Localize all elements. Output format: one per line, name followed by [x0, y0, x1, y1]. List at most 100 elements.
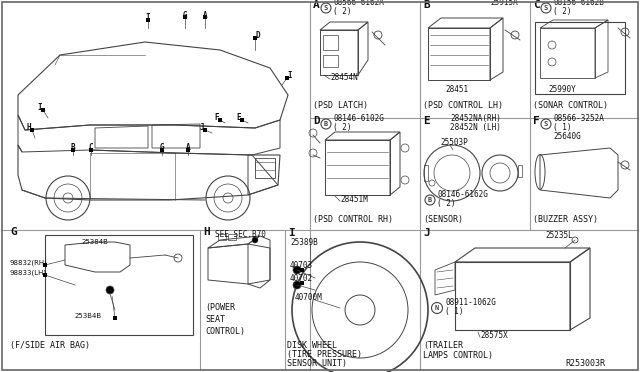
- Bar: [30, 128, 34, 132]
- Bar: [71, 148, 75, 152]
- Text: 28575X: 28575X: [480, 331, 508, 340]
- Text: LAMPS CONTROL): LAMPS CONTROL): [423, 351, 493, 360]
- Text: 25990Y: 25990Y: [548, 85, 576, 94]
- Bar: [183, 15, 187, 19]
- Text: 25384B: 25384B: [81, 239, 108, 245]
- Text: ( 2): ( 2): [333, 7, 351, 16]
- Circle shape: [541, 3, 551, 13]
- Bar: [44, 263, 47, 267]
- Text: (BUZZER ASSY): (BUZZER ASSY): [533, 215, 598, 224]
- Bar: [218, 118, 221, 122]
- Bar: [253, 36, 257, 40]
- Circle shape: [106, 286, 114, 294]
- Bar: [44, 273, 47, 277]
- Text: 08911-1062G: 08911-1062G: [445, 298, 496, 307]
- Text: (SONAR CONTROL): (SONAR CONTROL): [533, 101, 608, 110]
- Circle shape: [431, 302, 442, 314]
- Text: (SENSOR): (SENSOR): [423, 215, 463, 224]
- Circle shape: [252, 237, 258, 243]
- Text: 98832(RH): 98832(RH): [10, 260, 48, 266]
- Text: 25640G: 25640G: [553, 132, 580, 141]
- Bar: [320, 30, 358, 75]
- Text: 25915A: 25915A: [490, 0, 518, 7]
- Text: C: C: [89, 144, 93, 153]
- Circle shape: [425, 195, 435, 205]
- Bar: [323, 35, 338, 50]
- Bar: [41, 108, 45, 112]
- Bar: [535, 22, 625, 94]
- Text: 98833(LH): 98833(LH): [10, 270, 47, 276]
- Bar: [255, 162, 275, 170]
- Text: H: H: [27, 124, 31, 132]
- Text: N: N: [435, 305, 439, 311]
- Text: SENSOR UNIT): SENSOR UNIT): [287, 359, 347, 368]
- Text: 25235L: 25235L: [545, 231, 573, 240]
- Text: I: I: [288, 228, 295, 238]
- Text: (F/SIDE AIR BAG): (F/SIDE AIR BAG): [10, 341, 90, 350]
- Text: 40700M: 40700M: [295, 293, 323, 302]
- Circle shape: [541, 119, 551, 129]
- Bar: [89, 148, 93, 152]
- Text: SEE SEC.B70: SEE SEC.B70: [215, 230, 266, 239]
- Text: (PSD LATCH): (PSD LATCH): [313, 101, 368, 110]
- Text: 08146-6102G: 08146-6102G: [333, 114, 384, 123]
- Text: I: I: [38, 103, 42, 112]
- Bar: [285, 76, 289, 80]
- Text: A: A: [313, 0, 320, 10]
- Text: E: E: [423, 116, 429, 126]
- Text: (TIRE PRESSURE): (TIRE PRESSURE): [287, 350, 362, 359]
- Text: (PSD CONTROL RH): (PSD CONTROL RH): [313, 215, 393, 224]
- Text: S: S: [324, 5, 328, 11]
- Text: 40702: 40702: [290, 274, 313, 283]
- Text: 28451: 28451: [445, 85, 468, 94]
- Text: S: S: [544, 121, 548, 127]
- Text: D: D: [313, 116, 320, 126]
- Bar: [113, 316, 116, 320]
- Bar: [255, 158, 275, 178]
- Text: I: I: [288, 71, 292, 80]
- Text: A: A: [186, 144, 190, 153]
- Text: 253B4B: 253B4B: [75, 313, 102, 319]
- Text: J: J: [200, 124, 204, 132]
- Text: I: I: [146, 13, 150, 22]
- Text: SEAT: SEAT: [205, 315, 225, 324]
- Text: A: A: [203, 10, 207, 19]
- Text: 28452N (LH): 28452N (LH): [450, 123, 501, 132]
- Text: F: F: [214, 113, 220, 122]
- Bar: [147, 18, 150, 22]
- Bar: [323, 55, 338, 67]
- Text: 28451M: 28451M: [340, 195, 368, 204]
- Text: 25503P: 25503P: [440, 138, 468, 147]
- Circle shape: [293, 266, 301, 274]
- Text: CONTROL): CONTROL): [205, 327, 245, 336]
- Bar: [228, 234, 236, 240]
- Text: 25389B: 25389B: [290, 238, 317, 247]
- Bar: [204, 128, 207, 132]
- Text: B: B: [70, 144, 76, 153]
- Text: ( 1): ( 1): [445, 307, 463, 316]
- Text: ( 1): ( 1): [553, 123, 572, 132]
- Text: C: C: [533, 0, 540, 10]
- Bar: [300, 281, 304, 285]
- Text: F: F: [533, 116, 540, 126]
- Text: G: G: [160, 144, 164, 153]
- Text: B: B: [324, 121, 328, 127]
- Bar: [204, 15, 207, 19]
- Text: S: S: [544, 5, 548, 11]
- Bar: [160, 148, 164, 152]
- Text: (POWER: (POWER: [205, 303, 235, 312]
- Bar: [240, 118, 244, 122]
- Text: 40703: 40703: [290, 261, 313, 270]
- Text: B: B: [428, 197, 432, 203]
- Text: ( 2): ( 2): [333, 123, 351, 132]
- Text: ( 2): ( 2): [553, 7, 572, 16]
- Text: 08566-6162A: 08566-6162A: [333, 0, 384, 7]
- Text: G: G: [182, 10, 188, 19]
- Bar: [45, 235, 193, 335]
- Text: J: J: [423, 228, 429, 238]
- Bar: [186, 148, 189, 152]
- Text: D: D: [256, 32, 260, 41]
- Text: 28454N: 28454N: [330, 73, 358, 82]
- Text: R253003R: R253003R: [565, 359, 605, 368]
- Text: 28452NA(RH): 28452NA(RH): [450, 114, 501, 123]
